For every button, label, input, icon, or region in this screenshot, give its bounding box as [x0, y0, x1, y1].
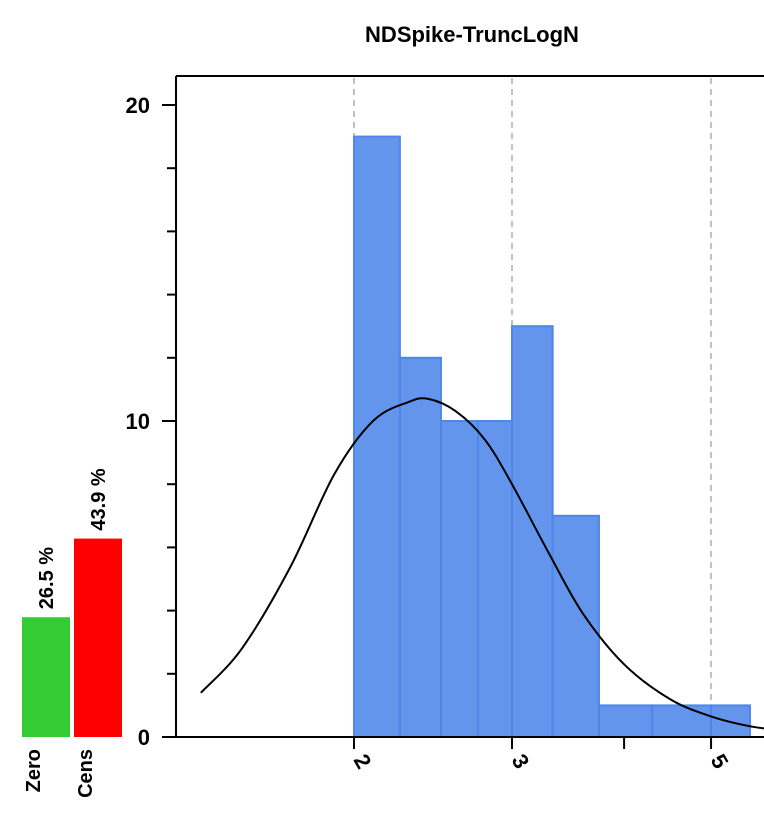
side-bar-category-label: Cens — [75, 749, 97, 798]
y-tick-label: 20 — [126, 93, 150, 118]
x-tick-label: 3 — [507, 750, 535, 773]
histogram-bar — [651, 704, 713, 739]
fit-curve — [200, 397, 764, 730]
x-ticks: 2 3 5 — [349, 737, 734, 773]
histogram-bar — [511, 325, 554, 738]
histogram-bar — [398, 356, 442, 738]
side-bars: 26.5 % Zero 43.9 % Cens — [22, 468, 122, 798]
histogram-bar — [597, 704, 654, 739]
histogram-bars — [353, 135, 751, 739]
chart-title: NDSpike-TruncLogN — [365, 22, 579, 47]
histogram-bar — [477, 420, 513, 738]
y-ticks: 0 10 20 — [126, 93, 176, 750]
y-tick-label: 0 — [138, 725, 150, 750]
side-bar-cens — [74, 538, 122, 737]
histogram-bar — [353, 135, 401, 739]
side-bar-value-label: 26.5 % — [36, 547, 58, 609]
y-tick-label: 10 — [126, 409, 150, 434]
x-tick-label: 2 — [349, 750, 377, 773]
histogram-bar — [439, 420, 480, 738]
side-bar-category-label: Zero — [23, 749, 45, 792]
axes — [175, 75, 764, 738]
side-bar-value-label: 43.9 % — [88, 468, 110, 530]
x-tick-label: 5 — [706, 750, 734, 773]
side-bar-zero — [22, 617, 70, 737]
